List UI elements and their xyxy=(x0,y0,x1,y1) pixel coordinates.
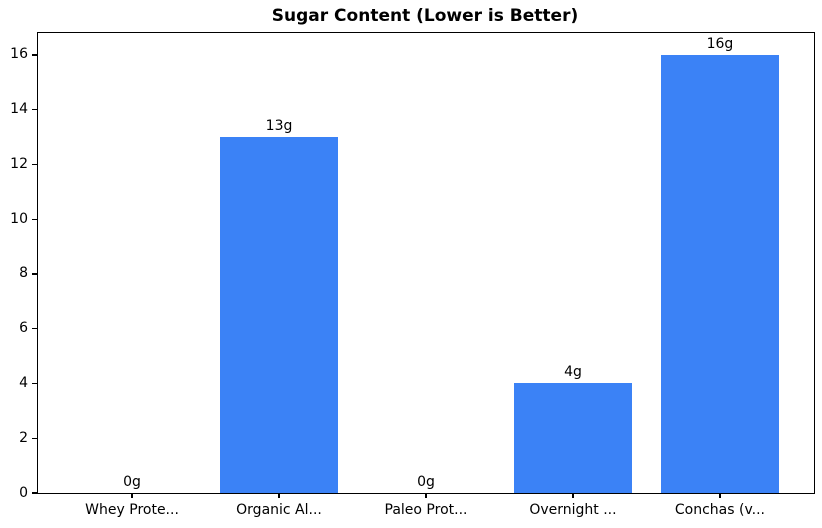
y-axis-tick-label: 12 xyxy=(10,155,28,172)
x-axis-tick-label: Overnight ... xyxy=(529,502,617,518)
bar xyxy=(220,137,338,493)
y-axis-tick-label: 4 xyxy=(19,374,28,391)
x-axis-tick-mark xyxy=(572,493,574,498)
y-axis-tick-mark xyxy=(32,437,37,439)
y-axis-tick-mark xyxy=(32,328,37,330)
bar-value-label: 0g xyxy=(417,474,435,490)
bar xyxy=(514,383,632,493)
y-axis-tick-label: 16 xyxy=(10,46,28,63)
y-axis-tick-mark xyxy=(32,382,37,385)
y-axis-tick-mark xyxy=(32,54,37,56)
plot-area: 0 2 4 6 8 10 12 14 16 0g Whey Prote... 13g Organic A… xyxy=(10,32,815,518)
y-axis-tick-mark xyxy=(32,273,37,275)
chart-title: Sugar Content (Lower is Better) xyxy=(271,6,579,26)
x-axis-tick-mark xyxy=(719,493,721,498)
y-axis-tick-mark xyxy=(32,109,37,111)
bar-value-label: 4g xyxy=(564,364,582,381)
y-axis-tick-label: 0 xyxy=(19,484,28,501)
x-axis-tick-label: Organic Al... xyxy=(236,502,322,518)
bar-value-label: 16g xyxy=(706,35,734,52)
y-axis-tick-mark xyxy=(32,218,37,220)
x-axis-tick-label: Conchas (v... xyxy=(674,502,765,518)
x-axis-tick-label: Paleo Prot... xyxy=(384,502,468,518)
y-axis-tick-label: 2 xyxy=(19,429,28,446)
x-axis-tick-mark xyxy=(425,493,427,498)
y-axis-tick-label: 6 xyxy=(19,320,28,337)
y-axis-tick-label: 8 xyxy=(19,265,28,282)
y-axis-tick-mark xyxy=(32,163,37,166)
x-axis-tick-mark xyxy=(278,493,280,498)
y-axis-tick-label: 10 xyxy=(10,210,28,227)
x-axis-tick-label: Whey Prote... xyxy=(85,502,179,518)
y-axis-tick-label: 14 xyxy=(10,101,28,118)
y-axis-tick-mark xyxy=(32,492,37,494)
bar-value-label: 13g xyxy=(265,118,293,135)
x-axis-tick-mark xyxy=(131,493,133,498)
bar xyxy=(661,54,779,493)
bar-value-label: 0g xyxy=(123,474,141,490)
